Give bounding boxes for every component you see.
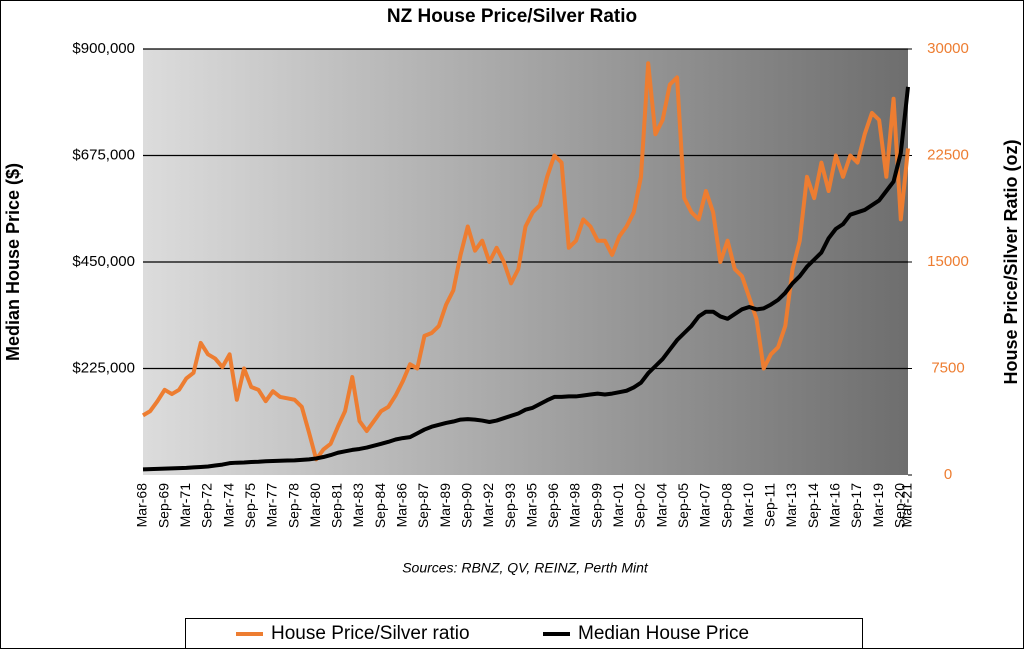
x-tick-label: Sep-87 bbox=[415, 483, 431, 528]
x-tick-label: Sep-75 bbox=[242, 483, 258, 528]
x-tick-label: Sep-17 bbox=[848, 483, 864, 528]
y2-tick-label: 22500 bbox=[927, 146, 969, 163]
x-tick-label: Sep-90 bbox=[458, 483, 474, 528]
y2-tick-label: 30000 bbox=[927, 40, 969, 57]
x-tick-label: Sep-72 bbox=[199, 483, 215, 528]
x-tick-label: Mar-89 bbox=[437, 483, 453, 528]
x-tick-label: Sep-78 bbox=[285, 483, 301, 528]
x-tick-label: Mar-80 bbox=[307, 483, 323, 528]
y-tick-label: $450,000 bbox=[72, 253, 135, 270]
x-tick-label: Sep-14 bbox=[805, 483, 821, 528]
y-tick-label: $900,000 bbox=[72, 40, 135, 57]
y2-axis-title: House Price/Silver Ratio (oz) bbox=[1001, 139, 1021, 384]
x-tick-label: Mar-71 bbox=[177, 483, 193, 528]
legend-label: Median House Price bbox=[578, 623, 749, 644]
x-tick-label: Mar-16 bbox=[827, 483, 843, 528]
x-tick-label: Sep-02 bbox=[632, 483, 648, 528]
y-tick-label: $675,000 bbox=[72, 146, 135, 163]
x-tick-label: Mar-95 bbox=[523, 483, 539, 528]
x-tick-label: Mar-07 bbox=[697, 483, 713, 528]
x-tick-label: Mar-04 bbox=[653, 483, 669, 528]
x-tick-label: Sep-08 bbox=[718, 483, 734, 528]
source-note: Sources: RBNZ, QV, REINZ, Perth Mint bbox=[402, 560, 649, 576]
x-tick-label: Mar-21 bbox=[899, 483, 915, 528]
x-tick-label: Sep-93 bbox=[502, 483, 518, 528]
legend-label: House Price/Silver ratio bbox=[271, 623, 470, 644]
x-tick-label: Sep-81 bbox=[329, 483, 345, 528]
x-tick-label: Mar-92 bbox=[480, 483, 496, 528]
x-tick-label: Mar-01 bbox=[610, 483, 626, 528]
x-tick-label: Mar-86 bbox=[394, 483, 410, 528]
x-tick-label: Sep-99 bbox=[588, 483, 604, 528]
series-line bbox=[142, 86, 910, 472]
legend bbox=[185, 618, 863, 649]
x-tick-label: Mar-10 bbox=[740, 483, 756, 528]
y-axis-title: Median House Price ($) bbox=[3, 163, 23, 361]
x-tick-label: Sep-05 bbox=[675, 483, 691, 528]
x-tick-label: Sep-11 bbox=[762, 483, 778, 527]
x-tick-label: Mar-83 bbox=[350, 483, 366, 528]
x-tick-label: Mar-98 bbox=[567, 483, 583, 528]
chart-title: NZ House Price/Silver Ratio bbox=[387, 6, 637, 27]
x-tick-label: Mar-19 bbox=[870, 483, 886, 528]
x-tick-label: Sep-84 bbox=[372, 483, 388, 528]
y2-tick-label: 7500 bbox=[931, 359, 964, 376]
x-tick-label: Mar-68 bbox=[134, 483, 150, 528]
x-tick-label: Mar-13 bbox=[783, 483, 799, 528]
x-tick-label: Mar-74 bbox=[220, 483, 236, 528]
x-tick-label: Sep-20 bbox=[891, 483, 907, 528]
y2-tick-label: 0 bbox=[944, 466, 952, 483]
x-tick-label: Sep-69 bbox=[155, 483, 171, 528]
series-line bbox=[141, 61, 910, 462]
x-tick-label: Mar-77 bbox=[264, 483, 280, 528]
x-tick-label: Sep-96 bbox=[545, 483, 561, 528]
y2-tick-label: 15000 bbox=[927, 253, 969, 270]
y-tick-label: $225,000 bbox=[72, 359, 135, 376]
